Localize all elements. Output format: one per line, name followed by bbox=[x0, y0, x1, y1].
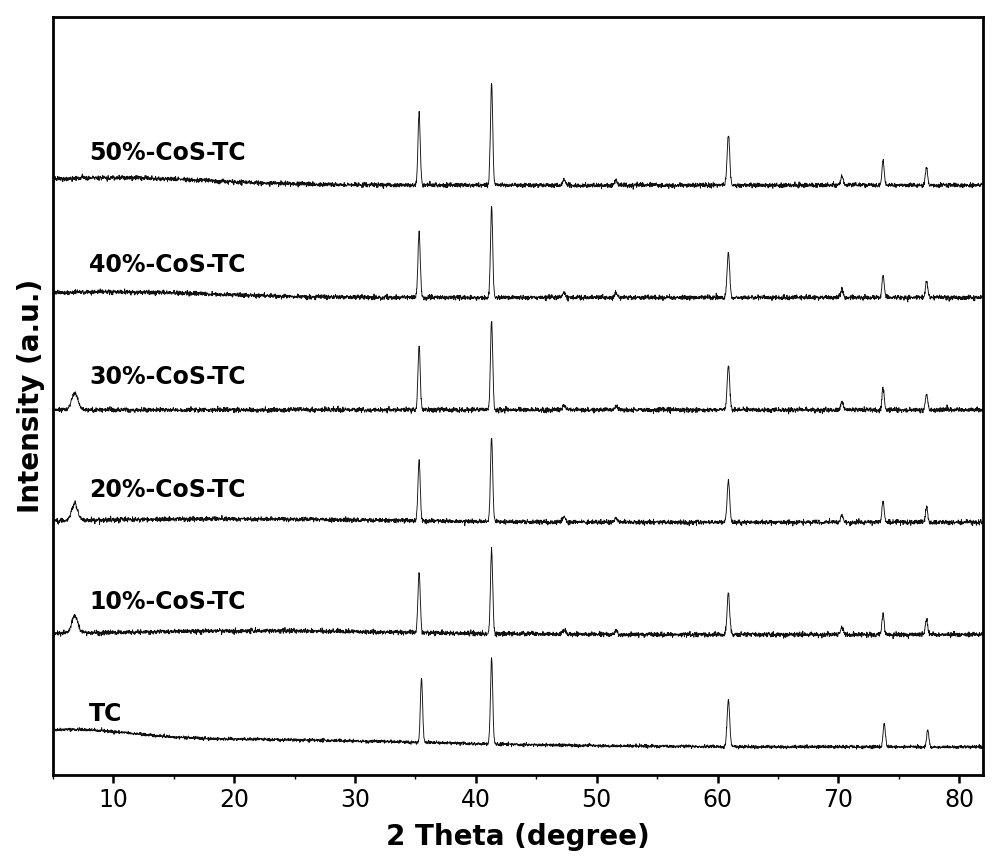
Text: TC: TC bbox=[89, 702, 123, 727]
Text: 10%-CoS-TC: 10%-CoS-TC bbox=[89, 590, 246, 614]
Y-axis label: Intensity (a.u.): Intensity (a.u.) bbox=[17, 279, 45, 513]
Text: 50%-CoS-TC: 50%-CoS-TC bbox=[89, 141, 246, 165]
Text: 20%-CoS-TC: 20%-CoS-TC bbox=[89, 477, 246, 502]
Text: 30%-CoS-TC: 30%-CoS-TC bbox=[89, 365, 246, 389]
Text: 40%-CoS-TC: 40%-CoS-TC bbox=[89, 253, 246, 277]
X-axis label: 2 Theta (degree): 2 Theta (degree) bbox=[386, 824, 650, 852]
